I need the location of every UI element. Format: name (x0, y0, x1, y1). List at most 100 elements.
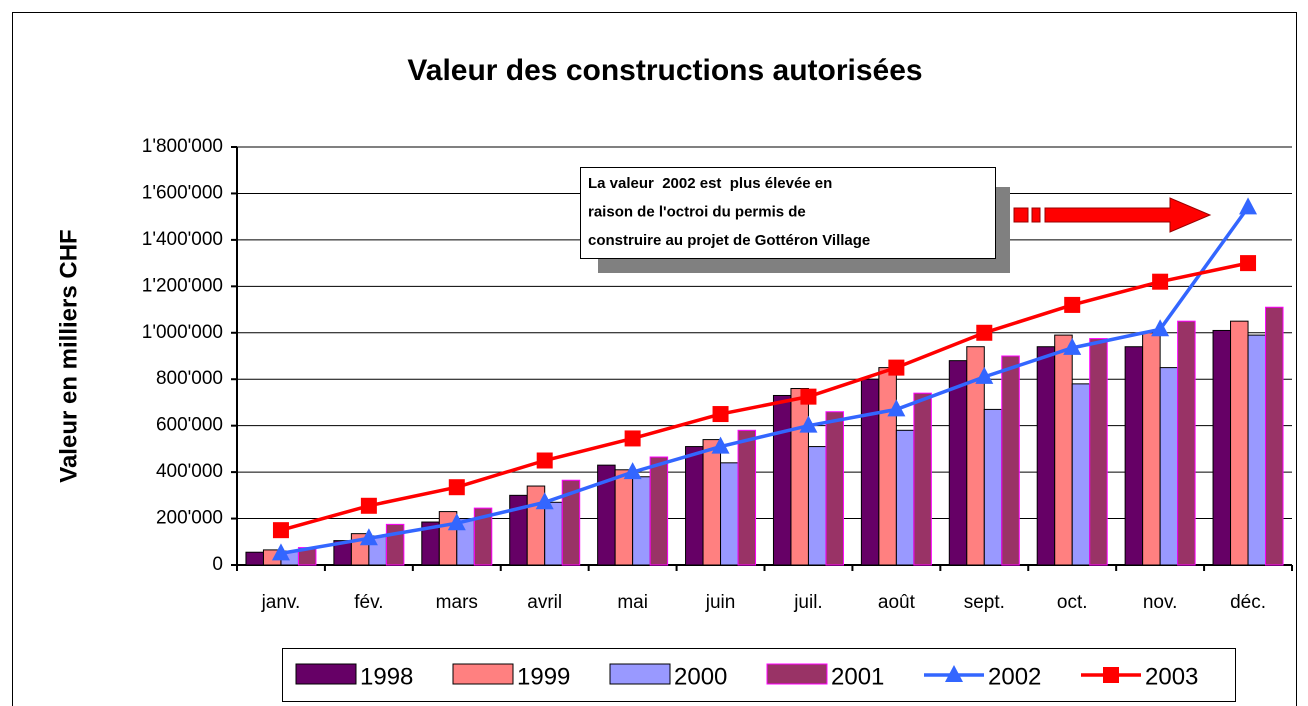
y-tick-label: 600'000 (156, 415, 223, 436)
x-tick-label: avril (527, 592, 562, 613)
bar (685, 446, 704, 566)
line-marker (1103, 667, 1119, 683)
plot-area: 0 200'000 400'000 600'000 800'000 1'000'000 1'… (142, 136, 1293, 613)
bar (632, 476, 651, 566)
bar (1089, 338, 1108, 566)
chart-title: Valeur des constructions autorisées (407, 54, 922, 87)
line-marker (1240, 255, 1257, 272)
line (280, 261, 1249, 532)
line-marker (945, 665, 963, 682)
bar (1230, 320, 1249, 566)
y-tick-label: 1'200'000 (142, 275, 223, 296)
bar (737, 429, 757, 566)
bar (1142, 332, 1161, 566)
line (280, 206, 1250, 556)
line-marker (360, 497, 377, 514)
line-marker (799, 415, 818, 433)
bar (825, 411, 844, 566)
legend-swatch (766, 663, 828, 685)
bar (1071, 383, 1091, 566)
y-tick-label: 200'000 (156, 508, 223, 529)
bar (895, 429, 915, 566)
bar (1265, 306, 1284, 566)
arrow-dash (1013, 207, 1029, 223)
annotation-box (580, 167, 996, 259)
y-tick-label: 1'800'000 (142, 136, 223, 157)
x-tick-label: juil. (793, 592, 823, 613)
line-marker (272, 522, 289, 539)
y-tick-label: 1'400'000 (142, 229, 223, 250)
line-marker (624, 430, 641, 447)
legend-swatch (452, 663, 514, 685)
bar (1036, 346, 1056, 566)
bar (913, 392, 932, 566)
line-marker (712, 406, 729, 423)
y-tick-label: 1'000'000 (142, 322, 223, 343)
bar (385, 523, 405, 566)
bar (1159, 367, 1179, 566)
bar (702, 439, 722, 566)
x-tick-label: nov. (1143, 592, 1178, 613)
legend-label: 2001 (831, 663, 884, 690)
line-marker (1152, 273, 1169, 290)
bar (473, 507, 493, 566)
legend-label: 1998 (360, 663, 413, 690)
line-marker (975, 366, 994, 384)
line-marker (1239, 197, 1258, 215)
bar (772, 394, 792, 566)
bar (544, 501, 563, 566)
bar (720, 462, 739, 566)
bar (1177, 320, 1196, 566)
bar (561, 479, 581, 566)
bar (1054, 334, 1073, 566)
x-tick-label: déc. (1230, 592, 1266, 613)
legend-label: 1999 (517, 663, 570, 690)
line-marker (976, 324, 993, 341)
chart-border (12, 12, 1297, 706)
line-marker (448, 479, 465, 496)
arrow-dash (1031, 207, 1041, 223)
x-tick-label: fév. (354, 592, 383, 613)
bar (649, 456, 669, 566)
line-marker (1063, 337, 1082, 355)
line-marker (623, 462, 642, 480)
bar (1124, 346, 1144, 566)
line-marker (359, 528, 378, 546)
legend-label: 2003 (1145, 663, 1198, 690)
line-marker (711, 436, 730, 454)
legend-box (282, 648, 1236, 702)
y-axis-label: Valeur en milliers CHF (55, 229, 82, 482)
legend-label: 2000 (674, 663, 727, 690)
bar (1001, 355, 1020, 566)
x-tick-label: mars (436, 592, 478, 613)
x-tick-label: juin (705, 592, 736, 613)
x-tick-label: janv. (261, 592, 301, 613)
bar (245, 551, 264, 566)
line-marker (887, 399, 906, 417)
x-tick-label: août (878, 592, 916, 613)
y-tick-label: 1'600'000 (142, 182, 223, 203)
legend-swatch (609, 663, 671, 685)
legend: 1998 1999 2000 2001 2002 2003 (282, 648, 1236, 702)
line-marker (535, 492, 554, 510)
line-marker (800, 388, 817, 405)
y-tick-label: 400'000 (156, 461, 223, 482)
x-tick-label: mai (617, 592, 648, 613)
line-marker (1151, 319, 1170, 337)
bar (1247, 334, 1267, 566)
bar (878, 367, 897, 566)
annotation-text: La valeur 2002 est plus élevée en (588, 175, 832, 192)
annotation-text: construire au projet de Gottéron Village (588, 232, 870, 249)
line-marker (447, 513, 466, 531)
bar (860, 378, 880, 566)
y-tick-label: 0 (212, 554, 223, 575)
x-tick-label: oct. (1057, 592, 1088, 613)
line-marker (536, 452, 553, 469)
annotation-arrow (1013, 197, 1212, 233)
bar (1212, 329, 1232, 566)
y-tick-label: 800'000 (156, 368, 223, 389)
bar (948, 360, 968, 566)
bar (807, 446, 827, 566)
